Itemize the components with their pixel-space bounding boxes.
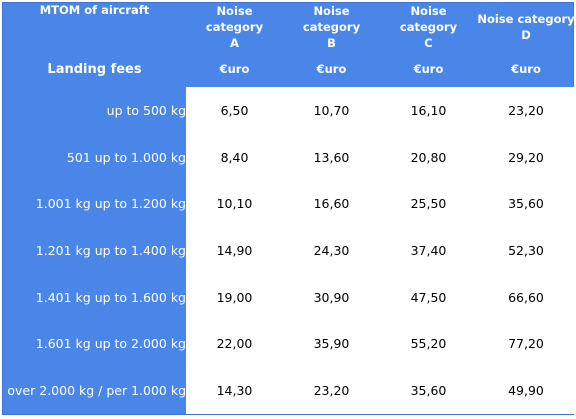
- fee-value: 10,70: [283, 87, 380, 134]
- noise-category-c-header: Noise category C: [380, 3, 477, 51]
- fee-value: 23,20: [283, 367, 380, 414]
- table-row: 1.601 kg up to 2.000 kg 22,00 35,90 55,2…: [3, 320, 575, 368]
- fee-value: 30,90: [283, 273, 380, 321]
- landing-fees-header: Landing fees: [3, 51, 186, 87]
- noise-category-a-title: Noise category: [205, 4, 264, 34]
- row-label: up to 500 kg: [106, 102, 186, 118]
- fee-value: 29,20: [477, 133, 575, 181]
- unit-b: €uro: [316, 62, 347, 76]
- fee-value: 55,20: [380, 320, 477, 368]
- noise-category-c-title: Noise category: [399, 4, 458, 34]
- fee-value: 47,50: [380, 273, 477, 321]
- fee-value: 8,40: [186, 133, 283, 181]
- noise-category-d-letter: D: [521, 28, 531, 42]
- landing-fees-table: MTOM of aircraft Noise category A Noise …: [3, 3, 575, 414]
- table-row: 1.201 kg up to 1.400 kg 14,90 24,30 37,4…: [3, 227, 575, 274]
- row-label: 1.001 kg up to 1.200 kg: [35, 196, 186, 212]
- noise-category-d-header: Noise category D: [477, 3, 575, 51]
- table-row: 501 up to 1.000 kg 8,40 13,60 20,80 29,2…: [3, 133, 575, 181]
- noise-category-c-letter: C: [424, 36, 433, 50]
- fee-value: 16,10: [380, 87, 477, 134]
- mtom-header: MTOM of aircraft: [3, 3, 186, 51]
- table-row: up to 500 kg 6,50 10,70 16,10 23,20: [3, 87, 575, 134]
- noise-category-a-header: Noise category A: [186, 3, 283, 51]
- fee-value: 37,40: [380, 227, 477, 274]
- fee-value: 20,80: [380, 133, 477, 181]
- table-row: 1.001 kg up to 1.200 kg 10,10 16,60 25,5…: [3, 180, 575, 228]
- fee-value: 25,50: [380, 180, 477, 228]
- fee-value: 77,20: [477, 320, 575, 368]
- fee-value: 22,00: [186, 320, 283, 368]
- noise-category-a-letter: A: [230, 36, 239, 50]
- fee-value: 14,90: [186, 227, 283, 274]
- row-label: 1.601 kg up to 2.000 kg: [35, 336, 186, 352]
- landing-fees-label: Landing fees: [47, 61, 142, 77]
- unit-a: €uro: [219, 62, 250, 76]
- fee-value: 35,60: [477, 180, 575, 228]
- noise-category-b-header: Noise category B: [283, 3, 380, 51]
- row-label: 1.201 kg up to 1.400 kg: [35, 242, 186, 258]
- noise-category-b-title: Noise category: [302, 4, 361, 34]
- fee-value: 19,00: [186, 273, 283, 321]
- fee-value: 35,60: [380, 367, 477, 414]
- row-label: 501 up to 1.000 kg: [66, 149, 186, 165]
- unit-d: €uro: [511, 62, 541, 76]
- fee-value: 24,30: [283, 227, 380, 274]
- fee-value: 52,30: [477, 227, 575, 274]
- fee-value: 16,60: [283, 180, 380, 228]
- fee-value: 14,30: [186, 367, 283, 414]
- unit-c: €uro: [413, 62, 444, 76]
- fee-value: 23,20: [477, 87, 575, 134]
- fee-value: 6,50: [186, 87, 283, 134]
- row-label: over 2.000 kg / per 1.000 kg: [7, 383, 186, 399]
- row-label: 1.401 kg up to 1.600 kg: [35, 289, 186, 305]
- table-row: 1.401 kg up to 1.600 kg 19,00 30,90 47,5…: [3, 273, 575, 321]
- fee-value: 35,90: [283, 320, 380, 368]
- noise-category-d-title: Noise category: [477, 12, 575, 26]
- fee-value: 49,90: [477, 367, 575, 414]
- table-row: over 2.000 kg / per 1.000 kg 14,30 23,20…: [3, 367, 575, 414]
- fee-value: 10,10: [186, 180, 283, 228]
- noise-category-b-letter: B: [327, 36, 336, 50]
- mtom-header-label: MTOM of aircraft: [39, 3, 150, 17]
- fee-value: 13,60: [283, 133, 380, 181]
- fee-value: 66,60: [477, 273, 575, 321]
